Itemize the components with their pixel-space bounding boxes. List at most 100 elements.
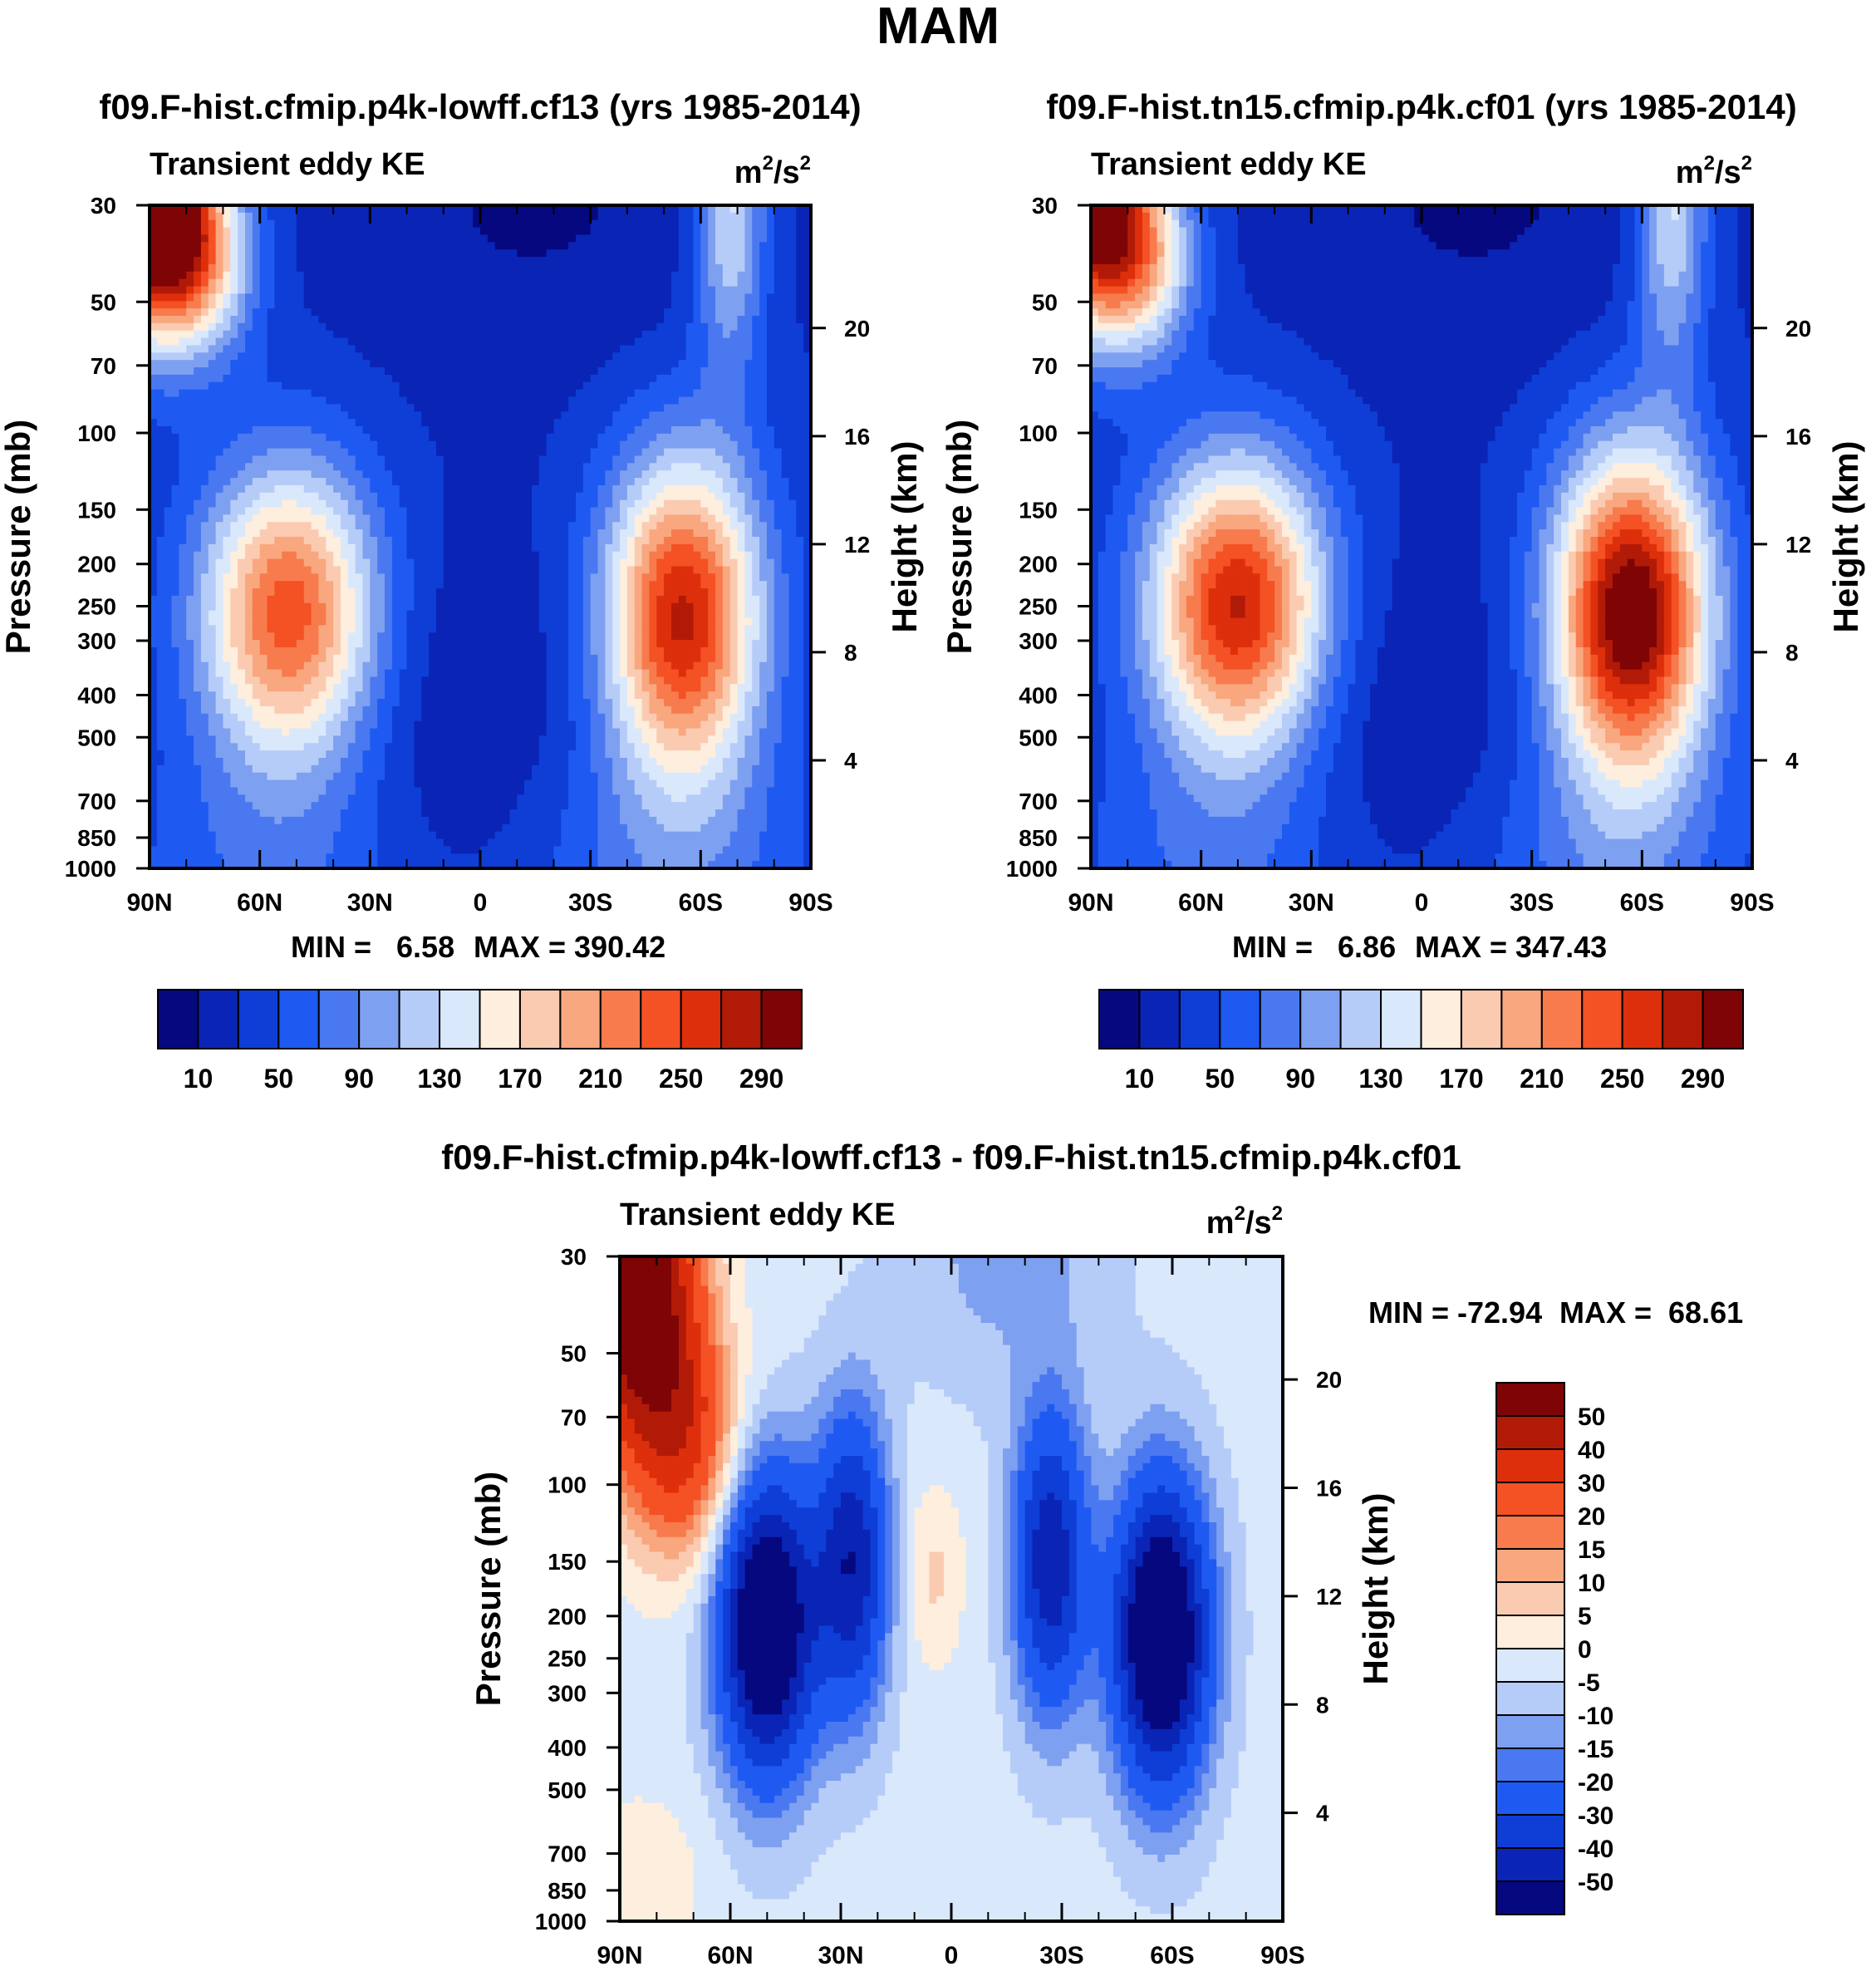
panel1-contour-cell [575,492,584,501]
panel1-contour-cell [729,419,739,427]
panel1-contour-cell [311,588,320,597]
panel1-contour-cell [406,308,415,317]
panel1-contour-cell [370,367,378,376]
panel1-contour-cell [744,316,753,324]
panel1-contour-cell [318,492,327,501]
panel1-contour-cell [450,389,459,398]
panel1-contour-cell [670,433,680,442]
panel1-contour-cell [282,301,290,309]
panel1-contour-cell [700,440,709,450]
panel1-contour-cell [685,581,695,589]
panel1-contour-cell [693,558,701,568]
panel1-contour-cell [267,263,275,273]
panel1-contour-cell [473,581,481,589]
panel1-contour-cell [421,588,430,597]
panel1-contour-cell [244,345,253,353]
panel1-contour-cell [274,242,282,250]
panel1-contour-cell [678,278,687,288]
panel1-contour-cell [303,514,312,523]
panel1-contour-cell [186,448,194,457]
panel1-contour-cell [311,308,320,317]
panel1-contour-cell [641,257,651,265]
panel1-contour-cell [561,499,569,509]
panel1-contour-cell [582,433,592,442]
panel1-contour-cell [391,573,400,582]
panel1-contour-cell [450,278,459,288]
panel1-contour-cell [744,352,753,361]
panel1-contour-cell [678,602,687,612]
panel1-contour-cell [524,345,533,353]
panel1-contour-cell [252,455,261,464]
panel1-contour-cell [744,543,753,553]
panel1-contour-cell [538,337,548,347]
panel1-contour-cell [538,404,548,412]
panel1-contour-cell [634,543,643,553]
panel1-contour-cell [641,602,651,612]
panel1-contour-cell [597,566,606,574]
panel1-contour-cell [296,227,305,236]
panel1-contour-cell [223,212,231,221]
panel1-contour-cell [208,470,217,479]
panel1-contour-cell [406,205,415,214]
panel1-contour-cell [215,492,224,501]
panel1-contour-cell [223,537,231,545]
panel1-contour-cell [649,271,657,280]
panel1-contour-cell [759,588,768,597]
panel1-contour-cell [612,426,621,435]
panel1-contour-cell [517,478,525,486]
panel1-contour-cell [435,381,444,391]
panel1-contour-cell [744,257,753,265]
panel1-contour-cell [171,551,179,560]
panel1-contour-cell [340,463,349,471]
panel1-contour-cell [700,595,709,604]
panel1-contour-cell [715,455,724,464]
panel1-contour-cell [399,492,408,501]
panel1-contour-cell [230,484,238,494]
panel1-contour-cell [156,478,165,486]
panel1-contour-cell [252,330,261,339]
panel1-contour-cell [634,514,643,523]
panel1-contour-cell [377,352,386,361]
panel1-contour-cell [150,484,158,494]
panel1-contour-cell [296,573,305,582]
panel1-contour-cell [781,484,790,494]
panel1-contour-cell [362,484,371,494]
panel1-contour-cell [164,543,173,553]
panel1-contour-cell [200,263,209,273]
panel1-contour-cell [385,573,393,582]
panel1-contour-cell [282,219,290,229]
panel1-contour-cell [370,588,378,597]
panel1-contour-cell [641,507,651,515]
panel1-contour-cell [656,227,665,236]
panel1-contour-cell [538,286,548,294]
panel1-contour-cell [377,404,386,412]
panel1-contour-cell [722,404,731,412]
panel1-contour-cell [626,234,636,243]
panel1-contour-cell [259,566,268,574]
panel1-contour-cell [150,566,158,574]
panel1-contour-cell [215,595,224,604]
panel1-contour-cell [708,337,716,347]
panel1-contour-cell [729,514,739,523]
panel1-contour-cell [759,522,768,530]
panel1-contour-cell [531,595,540,604]
panel1-contour-cell [435,522,444,530]
panel1-contour-cell [524,278,533,288]
panel1-contour-cell [649,492,657,501]
panel1-contour-cell [626,522,636,530]
panel1-contour-cell [553,219,562,229]
panel1-contour-cell [744,529,753,538]
panel1-contour-cell [435,573,444,582]
panel1-contour-cell [156,404,165,412]
panel1-contour-cell [553,345,562,353]
panel1-contour-cell [215,448,224,457]
panel1-contour-cell [487,345,496,353]
panel1-contour-cell [517,212,525,221]
panel1-contour-cell [517,529,525,538]
panel1-contour-cell [406,360,415,368]
panel1-contour-cell [685,352,695,361]
panel1-contour-cell [649,374,657,383]
panel1-contour-cell [458,271,466,280]
panel1-contour-cell [465,389,474,398]
panel1-contour-cell [267,249,275,258]
